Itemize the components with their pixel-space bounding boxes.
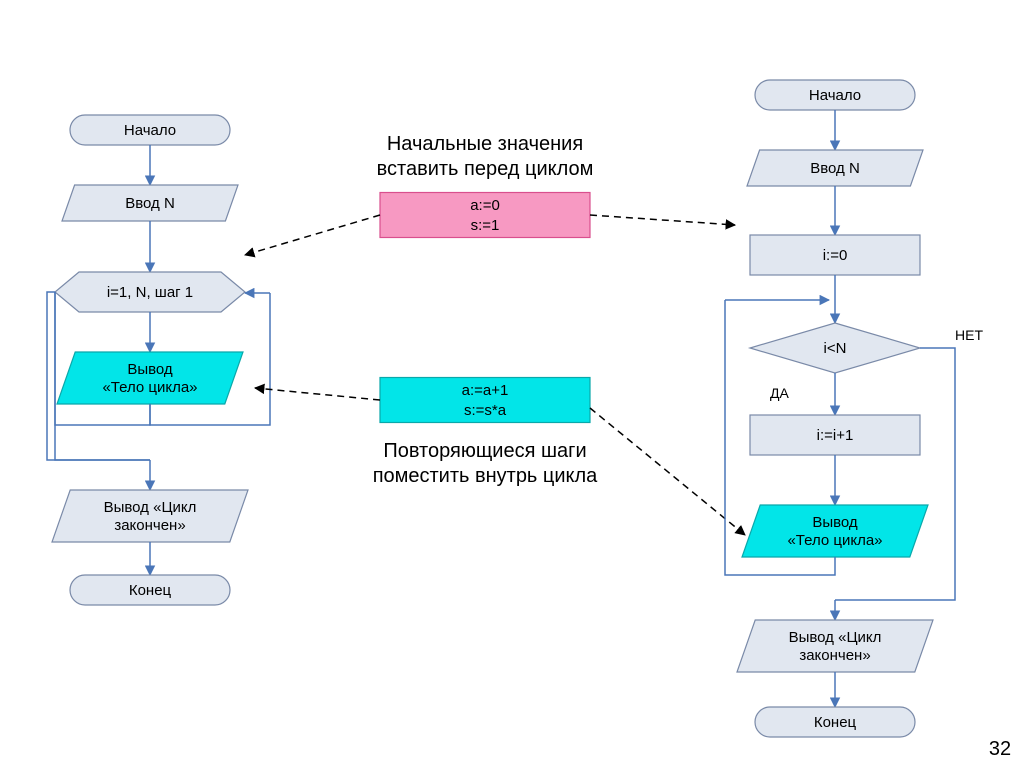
flow-arrow	[255, 388, 380, 400]
flow-arrow	[590, 215, 735, 225]
svg-text:НЕТ: НЕТ	[955, 327, 983, 343]
svg-text:i<N: i<N	[824, 340, 847, 357]
flow-arrow	[245, 215, 380, 255]
svg-text:s:=s*a: s:=s*a	[464, 402, 507, 419]
svg-text:Начальные значения: Начальные значения	[387, 133, 583, 155]
page-number: 32	[989, 738, 1011, 760]
svg-text:i=1, N, шаг 1: i=1, N, шаг 1	[107, 284, 193, 301]
svg-text:Ввод N: Ввод N	[810, 160, 860, 177]
svg-text:a:=0: a:=0	[470, 197, 500, 214]
flowchart-canvas: НачалоВвод Ni=1, N, шаг 1Вывод«Тело цикл…	[0, 0, 1024, 767]
svg-text:ДА: ДА	[770, 385, 789, 401]
svg-text:закончен»: закончен»	[114, 517, 185, 534]
flow-line	[835, 348, 955, 600]
svg-text:Начало: Начало	[809, 87, 861, 104]
svg-text:s:=1: s:=1	[471, 217, 500, 234]
svg-text:Начало: Начало	[124, 122, 176, 139]
svg-text:«Тело цикла»: «Тело цикла»	[102, 379, 197, 396]
svg-text:Вывод «Цикл: Вывод «Цикл	[789, 629, 882, 646]
flow-arrow	[590, 408, 745, 535]
svg-text:i:=0: i:=0	[823, 247, 848, 264]
svg-text:Вывод: Вывод	[127, 361, 173, 378]
svg-text:a:=a+1: a:=a+1	[462, 382, 509, 399]
svg-text:закончен»: закончен»	[799, 647, 870, 664]
svg-text:Ввод N: Ввод N	[125, 195, 175, 212]
svg-text:Конец: Конец	[814, 714, 857, 731]
svg-text:«Тело цикла»: «Тело цикла»	[787, 532, 882, 549]
svg-text:вставить перед циклом: вставить перед циклом	[377, 158, 594, 180]
svg-text:Конец: Конец	[129, 582, 172, 599]
svg-text:Вывод «Цикл: Вывод «Цикл	[104, 499, 197, 516]
svg-text:Вывод: Вывод	[812, 514, 858, 531]
svg-text:Повторяющиеся шаги: Повторяющиеся шаги	[383, 440, 586, 462]
svg-text:поместить внутрь цикла: поместить внутрь цикла	[373, 465, 598, 487]
svg-text:i:=i+1: i:=i+1	[817, 427, 854, 444]
